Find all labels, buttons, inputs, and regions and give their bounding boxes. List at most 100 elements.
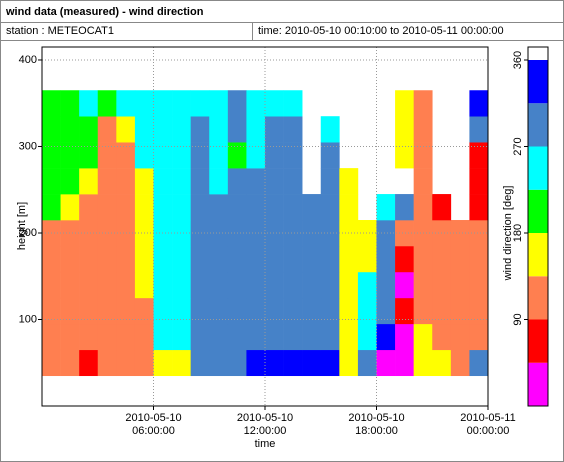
cell	[116, 168, 136, 195]
cell	[246, 245, 266, 273]
cell	[172, 349, 191, 377]
cell	[116, 349, 136, 377]
cell	[339, 245, 359, 273]
cell	[190, 194, 210, 221]
cell	[209, 168, 229, 195]
cell	[190, 297, 210, 325]
cell	[190, 90, 210, 117]
cell	[302, 297, 322, 325]
cell	[246, 116, 266, 143]
cell	[60, 245, 80, 273]
plot-frame	[41, 46, 489, 407]
cell	[227, 271, 247, 299]
cell	[97, 116, 117, 143]
cell	[469, 220, 489, 247]
cell	[413, 245, 433, 273]
cell	[469, 142, 489, 169]
cell	[265, 220, 284, 247]
cell	[79, 297, 99, 325]
cell	[116, 271, 136, 299]
cell	[116, 116, 136, 143]
y-tick-label: 400	[19, 54, 37, 66]
cell	[413, 142, 433, 169]
cell	[320, 194, 340, 221]
cell	[283, 194, 303, 221]
cell	[60, 90, 80, 117]
colorbar-band	[528, 60, 548, 104]
x-tick-label: 2010-05-10 18:00:00	[348, 412, 405, 437]
cell	[79, 90, 99, 117]
colorbar-label: wind direction [deg]	[502, 186, 514, 282]
cell	[376, 245, 396, 273]
cell	[79, 142, 99, 169]
cell	[209, 220, 229, 247]
cell	[190, 271, 210, 299]
cell	[97, 323, 117, 351]
cell	[432, 194, 452, 221]
cell	[246, 297, 266, 325]
cell	[209, 90, 229, 117]
colorbar-band	[528, 362, 548, 406]
cell	[79, 116, 99, 143]
cell	[42, 297, 61, 325]
cell	[339, 194, 359, 221]
cell	[116, 142, 136, 169]
cell	[265, 245, 284, 273]
cell	[357, 323, 377, 351]
cell	[357, 220, 377, 247]
cell	[172, 116, 191, 143]
cell	[42, 323, 61, 351]
cell	[209, 349, 229, 377]
cell	[97, 245, 117, 273]
cell	[320, 245, 340, 273]
cell	[265, 297, 284, 325]
cell	[97, 220, 117, 247]
cell	[395, 323, 414, 351]
cell	[413, 297, 433, 325]
cell	[265, 194, 284, 221]
cell	[134, 297, 154, 325]
cell	[79, 194, 99, 221]
colorbar-band	[528, 189, 548, 233]
cell	[395, 194, 414, 221]
cell	[357, 245, 377, 273]
y-tick-label: 300	[19, 140, 37, 152]
cell	[153, 168, 173, 195]
cell	[339, 323, 359, 351]
cell	[60, 297, 80, 325]
cell	[469, 194, 489, 221]
cell	[265, 142, 284, 169]
cell	[153, 194, 173, 221]
cell	[153, 90, 173, 117]
cell	[227, 168, 247, 195]
colorbar-band	[528, 233, 548, 277]
colorbar-tick-label: 90	[512, 313, 524, 325]
y-tick-label: 100	[19, 313, 37, 325]
cell	[209, 297, 229, 325]
cell	[79, 220, 99, 247]
cell	[209, 271, 229, 299]
cell	[134, 271, 154, 299]
x-tick-label: 2010-05-10 06:00:00	[125, 412, 182, 437]
cell	[432, 297, 452, 325]
cell	[450, 349, 470, 377]
cell	[320, 271, 340, 299]
cell	[469, 90, 489, 117]
y-tick-label: 200	[19, 227, 37, 239]
cell	[413, 168, 433, 195]
cell	[246, 323, 266, 351]
cell	[134, 323, 154, 351]
cell	[172, 297, 191, 325]
cell	[190, 116, 210, 143]
cell	[469, 349, 489, 377]
cell	[246, 349, 266, 377]
cell	[302, 245, 322, 273]
cell	[42, 168, 61, 195]
cell	[450, 245, 470, 273]
cell	[339, 297, 359, 325]
cell	[153, 271, 173, 299]
cell	[97, 142, 117, 169]
cell	[432, 271, 452, 299]
cell	[134, 245, 154, 273]
cell	[153, 116, 173, 143]
